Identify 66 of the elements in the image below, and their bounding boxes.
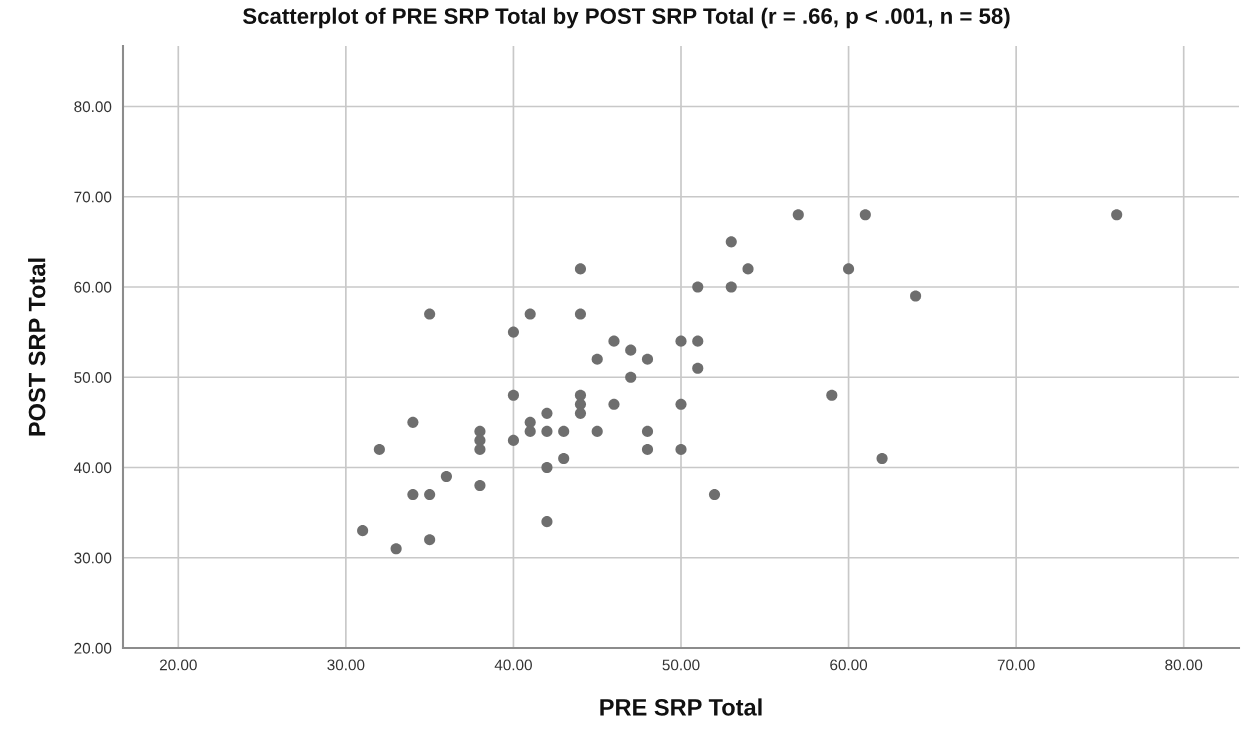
x-axis-title: PRE SRP Total — [600, 698, 762, 716]
y-tick-label: 80.00 — [74, 101, 112, 113]
point — [859, 209, 871, 221]
x-tick-label: 40.00 — [494, 659, 532, 671]
x-tick-label: 20.00 — [159, 659, 197, 671]
point — [591, 425, 603, 437]
point — [625, 344, 637, 356]
point — [507, 434, 519, 446]
point — [558, 452, 570, 465]
point — [574, 263, 587, 275]
point — [574, 389, 587, 401]
point — [373, 443, 385, 455]
y-tick-label: 60.00 — [74, 281, 112, 293]
point — [357, 525, 369, 537]
y-tick-label: 30.00 — [74, 552, 112, 564]
point — [876, 452, 888, 465]
point — [608, 335, 620, 347]
point — [692, 281, 704, 293]
point — [641, 443, 654, 455]
point — [541, 425, 553, 437]
point — [675, 398, 687, 410]
y-tick-label: 20.00 — [74, 642, 112, 654]
point — [725, 236, 737, 248]
point — [608, 398, 620, 410]
point — [474, 479, 486, 492]
point — [1111, 209, 1123, 221]
x-tick-label: 50.00 — [662, 659, 700, 671]
point — [843, 263, 855, 275]
point — [524, 308, 536, 320]
point — [541, 516, 553, 528]
point — [826, 389, 838, 401]
point — [390, 543, 402, 555]
point — [641, 425, 654, 437]
y-tick-label: 40.00 — [74, 462, 112, 474]
point — [792, 209, 804, 221]
point — [424, 308, 436, 320]
point — [424, 489, 436, 501]
point — [692, 335, 704, 347]
point — [440, 470, 452, 483]
point — [910, 290, 922, 302]
y-tick-label: 50.00 — [74, 372, 112, 383]
point — [574, 308, 587, 320]
point — [675, 443, 687, 455]
x-tick-label: 60.00 — [830, 659, 868, 671]
point — [725, 281, 737, 293]
point — [591, 353, 603, 365]
point — [507, 389, 519, 401]
x-tick-label: 70.00 — [997, 659, 1035, 671]
point — [708, 489, 721, 501]
point — [675, 335, 687, 347]
y-tick-label: 70.00 — [74, 191, 112, 203]
point — [692, 362, 704, 374]
point — [407, 489, 419, 501]
point — [625, 371, 637, 383]
point — [641, 353, 654, 365]
point — [424, 534, 436, 546]
point — [407, 416, 419, 428]
point — [558, 425, 570, 437]
point — [507, 326, 519, 338]
y-axis-title: POST SRP Total — [28, 258, 46, 436]
point — [541, 461, 553, 474]
chart-title: Scatterplot of PRE SRP Total by POST SRP Total (r = .66, p < .001, n = 58) — [242, 7, 1010, 29]
x-tick-label: 30.00 — [327, 659, 365, 671]
point — [742, 263, 754, 275]
point — [541, 407, 553, 419]
x-tick-label: 80.00 — [1165, 659, 1203, 671]
